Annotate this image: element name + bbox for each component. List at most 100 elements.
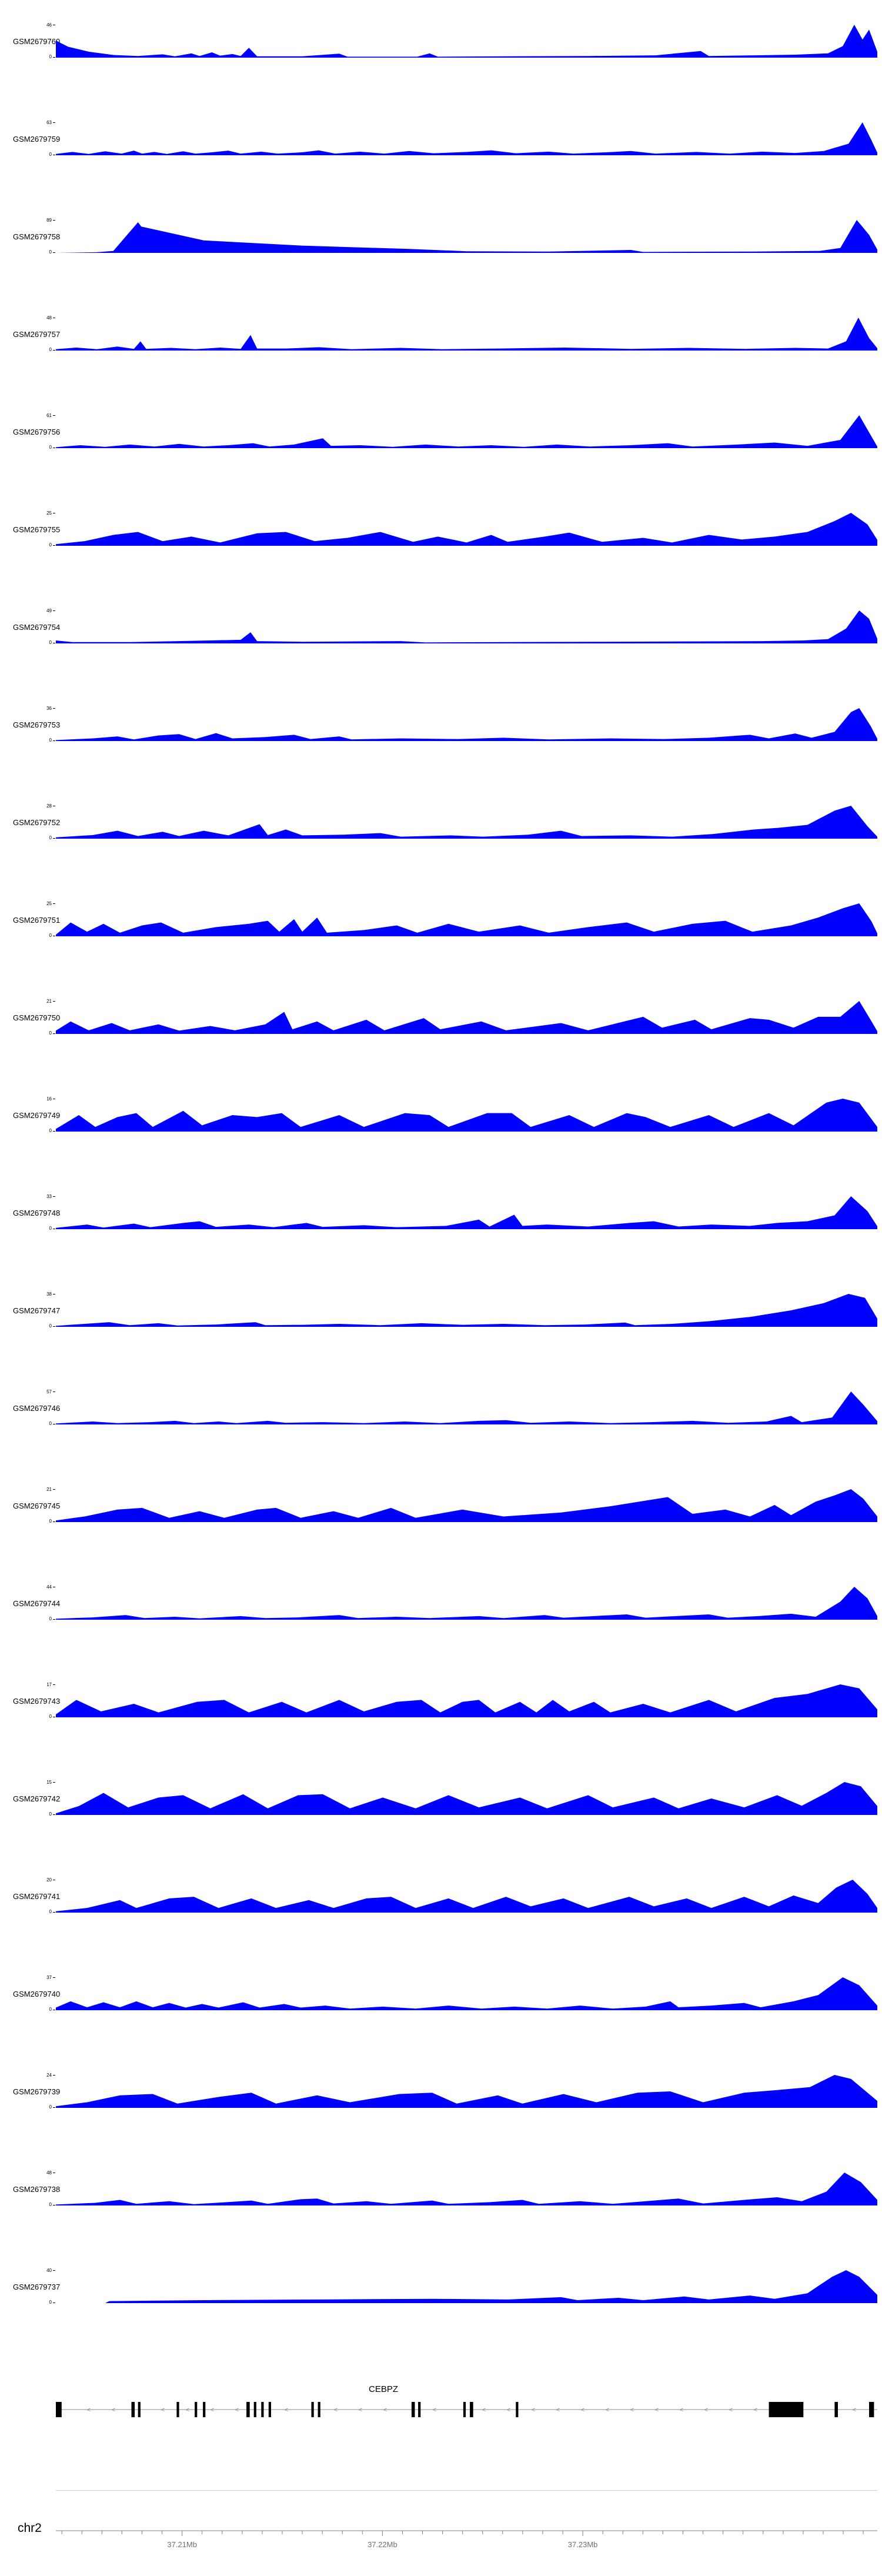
y-axis-zero-label: 0 [49, 1616, 52, 1621]
y-axis-tick [53, 122, 55, 123]
strand-arrow-icon: < [235, 2407, 239, 2414]
y-axis-max-label: 37 [46, 1975, 52, 1980]
y-axis-zero-label: 0 [49, 835, 52, 840]
track-title: GSM2679754 [13, 623, 61, 632]
coverage-track: GSM2679756 61 0 [0, 408, 882, 506]
coverage-area [56, 318, 877, 351]
y-axis-tick [53, 610, 55, 611]
y-axis-max-label: 46 [46, 22, 52, 28]
coverage-area [56, 1196, 877, 1229]
y-axis-zero-label: 0 [49, 1909, 52, 1914]
y-axis-tick [53, 903, 55, 904]
y-axis-zero-label: 0 [49, 2300, 52, 2305]
coverage-polygon [56, 513, 877, 546]
strand-arrow-icon: < [482, 2407, 486, 2414]
y-axis-max-label: 16 [46, 1096, 52, 1102]
y-axis-tick [53, 57, 55, 58]
coverage-track: GSM2679748 33 0 [0, 1189, 882, 1287]
coverage-area [56, 2075, 877, 2108]
y-axis-tick [53, 1326, 55, 1327]
y-axis-tick [53, 1814, 55, 1815]
coverage-plot: 24 0 [46, 2073, 877, 2110]
coverage-plot: 63 0 [46, 121, 877, 157]
coverage-track: GSM2679739 24 0 [0, 2068, 882, 2165]
strand-arrow-icon: < [161, 2407, 165, 2414]
coverage-polygon [56, 220, 877, 253]
y-axis-max-label: 61 [46, 413, 52, 418]
exon [176, 2402, 179, 2417]
track-title: GSM2679741 [13, 1892, 61, 1901]
coverage-area [56, 1587, 877, 1620]
strand-arrow-icon: < [556, 2407, 560, 2414]
y-axis-tick [53, 415, 55, 416]
coverage-polygon [56, 2270, 877, 2303]
strand-arrow-icon: < [630, 2407, 634, 2414]
coverage-track: GSM2679757 48 0 [0, 311, 882, 408]
coverage-polygon [56, 2075, 877, 2108]
genome-ruler: 37.21Mb 37.22Mb 37.23Mb [56, 2530, 877, 2549]
y-axis-max-label: 48 [46, 2170, 52, 2175]
axis-tick-label: 37.21Mb [167, 2540, 197, 2549]
coverage-area [56, 25, 877, 58]
y-axis-zero-label: 0 [49, 347, 52, 352]
coverage-area [56, 513, 877, 546]
y-axis-max-label: 25 [46, 510, 52, 516]
y-axis-zero-label: 0 [49, 2104, 52, 2110]
track-title: GSM2679739 [13, 2087, 61, 2096]
coverage-plot: 28 0 [46, 804, 877, 840]
strand-arrow-icon: < [285, 2407, 288, 2414]
exon [195, 2402, 198, 2417]
strand-arrow-icon: < [433, 2407, 436, 2414]
strand-arrow-icon: < [507, 2407, 510, 2414]
y-axis-tick [53, 545, 55, 546]
coverage-plot: 57 0 [46, 1390, 877, 1426]
y-axis-zero-label: 0 [49, 1030, 52, 1036]
coverage-polygon [56, 25, 877, 58]
coverage-track: GSM2679752 28 0 [0, 799, 882, 896]
track-title: GSM2679748 [13, 1209, 61, 1217]
track-title: GSM2679740 [13, 1990, 61, 1998]
y-axis-max-label: 44 [46, 1584, 52, 1590]
y-axis-zero-label: 0 [49, 249, 52, 255]
coverage-polygon [56, 1392, 877, 1424]
y-axis-zero-label: 0 [49, 2202, 52, 2207]
strand-arrow-icon: < [729, 2407, 733, 2414]
coverage-plot: 38 0 [46, 1292, 877, 1329]
strand-arrow-icon: < [112, 2407, 115, 2414]
gene-track: CEBPZ < < < < < < < < < < < < < < < < < < < < < < < < [0, 2384, 882, 2431]
coverage-area [56, 903, 877, 936]
coverage-plot: 40 0 [46, 2268, 877, 2305]
y-axis-max-label: 49 [46, 608, 52, 613]
coverage-track: GSM2679755 25 0 [0, 506, 882, 603]
coverage-polygon [56, 1782, 877, 1815]
exon [56, 2402, 62, 2417]
y-axis-tick [53, 2107, 55, 2108]
coverage-plot: 33 0 [46, 1194, 877, 1231]
y-axis-tick [53, 1782, 55, 1783]
y-axis-max-label: 25 [46, 901, 52, 906]
coverage-polygon [56, 1880, 877, 1913]
strand-arrow-icon: < [704, 2407, 708, 2414]
coverage-plot: 89 0 [46, 218, 877, 255]
chromosome-label: chr2 [18, 2521, 42, 2535]
y-axis-tick [53, 350, 55, 351]
y-axis-max-label: 21 [46, 999, 52, 1004]
exon [203, 2402, 206, 2417]
coverage-polygon [56, 1099, 877, 1132]
track-title: GSM2679758 [13, 232, 61, 241]
coverage-track: GSM2679751 25 0 [0, 896, 882, 994]
exon [411, 2402, 415, 2417]
y-axis-max-label: 33 [46, 1194, 52, 1199]
exon [311, 2402, 314, 2417]
coverage-plot: 20 0 [46, 1878, 877, 1914]
y-axis-tick [53, 1489, 55, 1490]
y-axis-tick [53, 1521, 55, 1522]
coverage-polygon [56, 1489, 877, 1522]
coverage-track: GSM2679741 20 0 [0, 1873, 882, 1970]
gene-name-label: CEBPZ [368, 2384, 399, 2394]
exon [261, 2402, 264, 2417]
strand-arrow-icon: < [754, 2407, 757, 2414]
coverage-track: GSM2679750 21 0 [0, 994, 882, 1092]
coverage-area [56, 1782, 877, 1815]
coverage-plot: 25 0 [46, 902, 877, 938]
